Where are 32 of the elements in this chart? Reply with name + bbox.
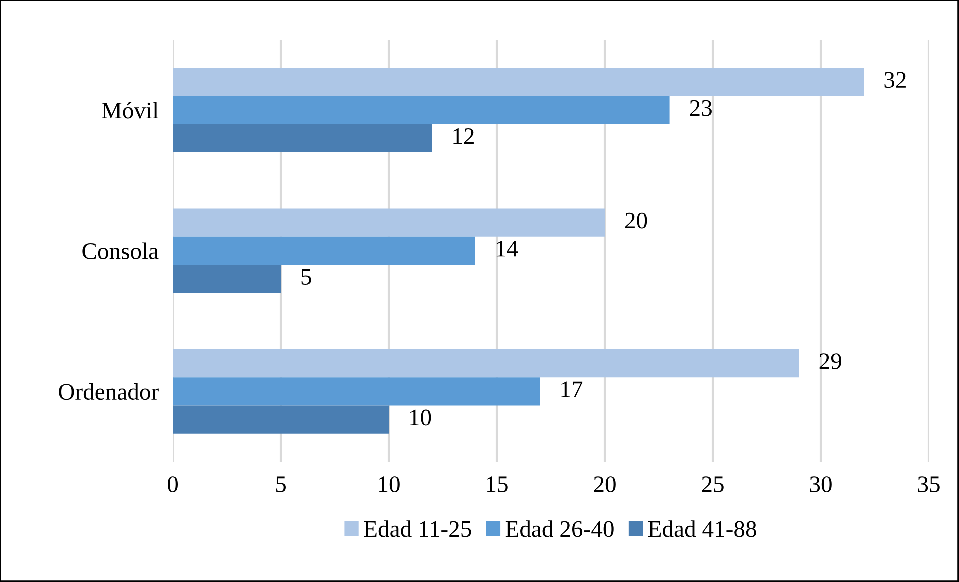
bar: [173, 265, 281, 294]
y-tick-label: Móvil: [102, 102, 159, 119]
data-label: 32: [884, 72, 906, 88]
data-label: 29: [820, 354, 842, 370]
x-tick-label: 15: [487, 476, 508, 493]
legend-label: Edad 41-88: [648, 520, 756, 538]
bar: [173, 96, 670, 124]
bar: [173, 378, 540, 406]
x-tick-label: 35: [918, 476, 940, 493]
bar: [173, 236, 476, 266]
data-label: 23: [690, 100, 712, 116]
bar: [173, 349, 800, 378]
x-tick-label: 20: [594, 476, 616, 493]
x-tick-label: 0: [168, 476, 178, 493]
data-label: 10: [410, 410, 432, 426]
data-label: 20: [625, 212, 648, 229]
y-tick-label: Ordenador: [59, 383, 159, 400]
bar: [173, 406, 389, 434]
data-label: 5: [302, 269, 312, 286]
data-label: 12: [454, 128, 474, 144]
x-tick-label: 30: [810, 476, 832, 493]
x-tick-label: 5: [276, 476, 286, 493]
x-tick-label: 25: [702, 476, 724, 493]
legend-label: Edad 11-25: [364, 520, 472, 538]
x-tick-label: 10: [379, 476, 400, 493]
y-tick-label: Consola: [82, 242, 159, 260]
data-label: 17: [562, 382, 583, 398]
legend-label: Edad 26-40: [506, 520, 614, 538]
bar: [173, 124, 432, 153]
bar: [173, 68, 864, 96]
bar: [173, 208, 605, 237]
data-label: 14: [496, 241, 518, 257]
